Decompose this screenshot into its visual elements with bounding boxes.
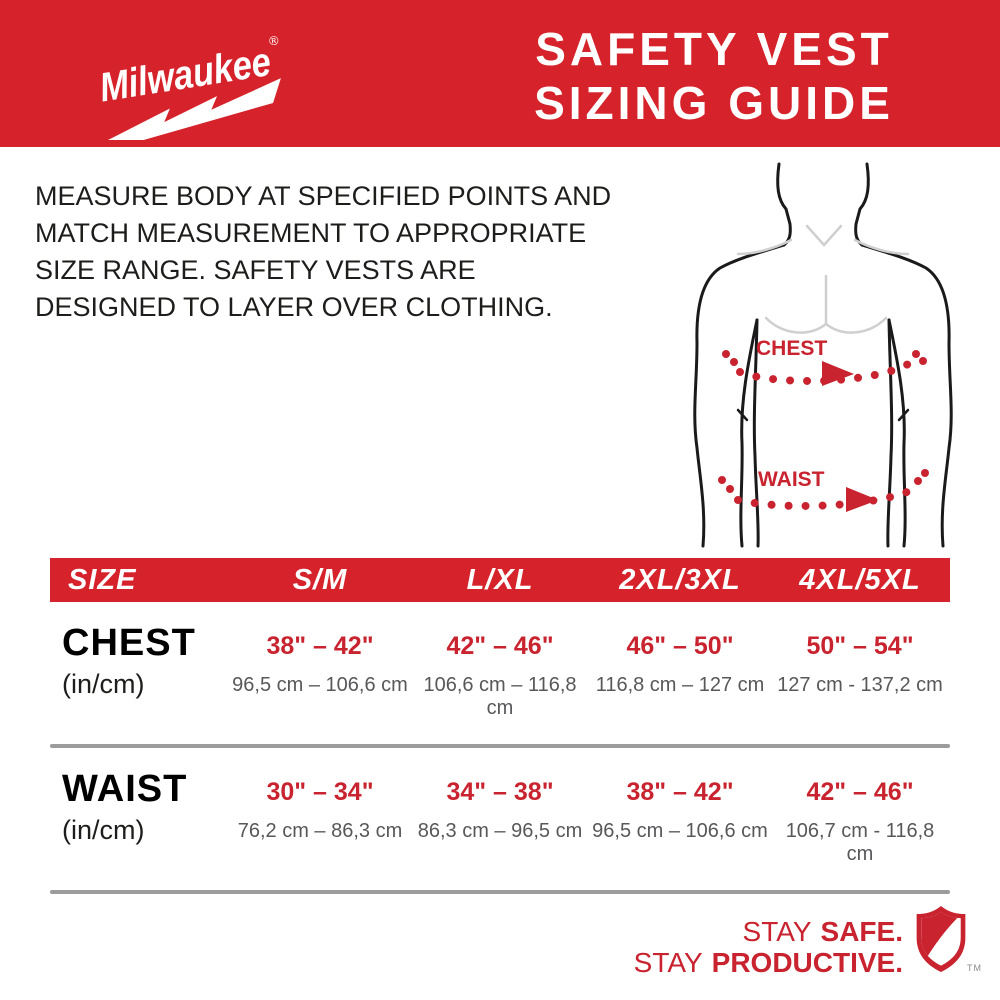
chest-2xl3xl-inches: 46" – 50" <box>626 632 734 660</box>
page-title: SAFETY VEST SIZING GUIDE <box>478 22 950 130</box>
header-banner: Milwaukee ® SAFETY VEST SIZING GUIDE <box>0 0 1000 147</box>
chest-row-title: CHEST <box>62 622 196 664</box>
chest-4xl5xl-cell: 50" – 54" 127 cm - 137,2 cm <box>770 622 950 720</box>
waist-4xl5xl-cell: 42" – 46" 106,7 cm - 116,8 cm <box>770 768 950 866</box>
torso-illustration: CHEST WAIST <box>693 162 953 548</box>
waist-lxl-inches: 34" – 38" <box>446 778 554 806</box>
waist-sm-cm: 76,2 cm – 86,3 cm <box>237 820 403 842</box>
instructions-line1: MEASURE BODY AT SPECIFIED POINTS AND <box>35 181 612 211</box>
tagline-safe: SAFE. <box>820 916 903 947</box>
waist-lxl-cell: 34" – 38" 86,3 cm – 96,5 cm <box>410 768 590 866</box>
registered-mark: ® <box>268 33 280 48</box>
column-header-lxl: L/XL <box>466 563 534 596</box>
column-header-sm: S/M <box>292 563 348 596</box>
chest-arrow-icon <box>822 361 854 386</box>
row-divider <box>50 744 950 748</box>
waist-4xl5xl-cm: 106,7 cm - 116,8 cm <box>785 820 935 865</box>
waist-row-unit: (in/cm) <box>62 815 145 845</box>
row-divider <box>50 890 950 894</box>
chest-row-unit: (in/cm) <box>62 669 145 699</box>
chest-2xl3xl-cell: 46" – 50" 116,8 cm – 127 cm <box>590 622 770 720</box>
chest-measure-line <box>722 350 927 386</box>
sizing-table: SIZE S/M L/XL 2XL/3XL 4XL/5XL CHEST (in/… <box>50 558 950 894</box>
body-measurement-diagram: CHEST WAIST <box>650 148 1000 548</box>
table-row-chest: CHEST (in/cm) 38" – 42" 96,5 cm – 106,6 … <box>50 602 950 744</box>
waist-2xl3xl-cm: 96,5 cm – 106,6 cm <box>592 820 768 842</box>
page-title-line1: SAFETY VEST <box>535 23 893 75</box>
chest-4xl5xl-cm: 127 cm - 137,2 cm <box>777 674 943 696</box>
table-row-waist: WAIST (in/cm) 30" – 34" 76,2 cm – 86,3 c… <box>50 748 950 890</box>
milwaukee-logo: Milwaukee ® <box>96 33 281 140</box>
waist-2xl3xl-inches: 38" – 42" <box>626 778 734 806</box>
column-header-size: SIZE <box>68 563 137 596</box>
chest-2xl3xl-cm: 116,8 cm – 127 cm <box>595 674 765 696</box>
sizing-table-header: SIZE S/M L/XL 2XL/3XL 4XL/5XL <box>50 558 950 602</box>
instructions-line4: DESIGNED TO LAYER OVER CLOTHING. <box>35 292 553 322</box>
body-outline <box>693 162 953 548</box>
chest-lxl-cm: 106,6 cm – 116,8 cm <box>423 674 577 719</box>
anatomy-detail-lines <box>736 224 910 334</box>
instructions-line2: MATCH MEASUREMENT TO APPROPRIATE <box>35 218 587 248</box>
chest-sm-cm: 96,5 cm – 106,6 cm <box>232 674 408 696</box>
chest-row-label: CHEST (in/cm) <box>50 622 230 720</box>
tagline-line2: STAY PRODUCTIVE. <box>634 947 903 978</box>
chest-4xl5xl-inches: 50" – 54" <box>806 632 914 660</box>
shield-icon <box>916 905 966 973</box>
lightning-bolt-icon <box>102 78 281 140</box>
footer: STAY SAFE. STAY PRODUCTIVE. TM <box>634 903 981 978</box>
chest-lxl-inches: 42" – 46" <box>446 632 554 660</box>
tagline-stay-1: STAY <box>742 916 812 947</box>
waist-arrow-icon <box>846 487 878 512</box>
chest-sm-inches: 38" – 42" <box>266 632 374 660</box>
waist-sm-cell: 30" – 34" 76,2 cm – 86,3 cm <box>230 768 410 866</box>
footer-tagline: STAY SAFE. STAY PRODUCTIVE. <box>634 903 903 978</box>
chest-lxl-cell: 42" – 46" 106,6 cm – 116,8 cm <box>410 622 590 720</box>
waist-row-label: WAIST (in/cm) <box>50 768 230 866</box>
waist-label: WAIST <box>758 468 825 491</box>
shield-trademark: TM <box>967 963 982 973</box>
waist-row-title: WAIST <box>62 768 188 810</box>
chest-sm-cell: 38" – 42" 96,5 cm – 106,6 cm <box>230 622 410 720</box>
column-header-2xl3xl: 2XL/3XL <box>619 563 741 596</box>
waist-4xl5xl-inches: 42" – 46" <box>806 778 914 806</box>
waist-measure-line <box>718 469 929 512</box>
waist-2xl3xl-cell: 38" – 42" 96,5 cm – 106,6 cm <box>590 768 770 866</box>
tagline-stay-2: STAY <box>633 947 703 978</box>
tagline-productive: PRODUCTIVE. <box>711 947 903 978</box>
waist-sm-inches: 30" – 34" <box>266 778 374 806</box>
measure-instructions: MEASURE BODY AT SPECIFIED POINTS AND MAT… <box>35 178 635 326</box>
page-title-line2: SIZING GUIDE <box>534 77 894 129</box>
shield-logo: TM <box>912 903 981 975</box>
chest-label: CHEST <box>756 337 827 360</box>
tagline-line1: STAY SAFE. <box>634 916 903 947</box>
waist-lxl-cm: 86,3 cm – 96,5 cm <box>417 820 583 842</box>
column-header-4xl5xl: 4XL/5XL <box>799 563 921 596</box>
instructions-line3: SIZE RANGE. SAFETY VESTS ARE <box>35 255 476 285</box>
